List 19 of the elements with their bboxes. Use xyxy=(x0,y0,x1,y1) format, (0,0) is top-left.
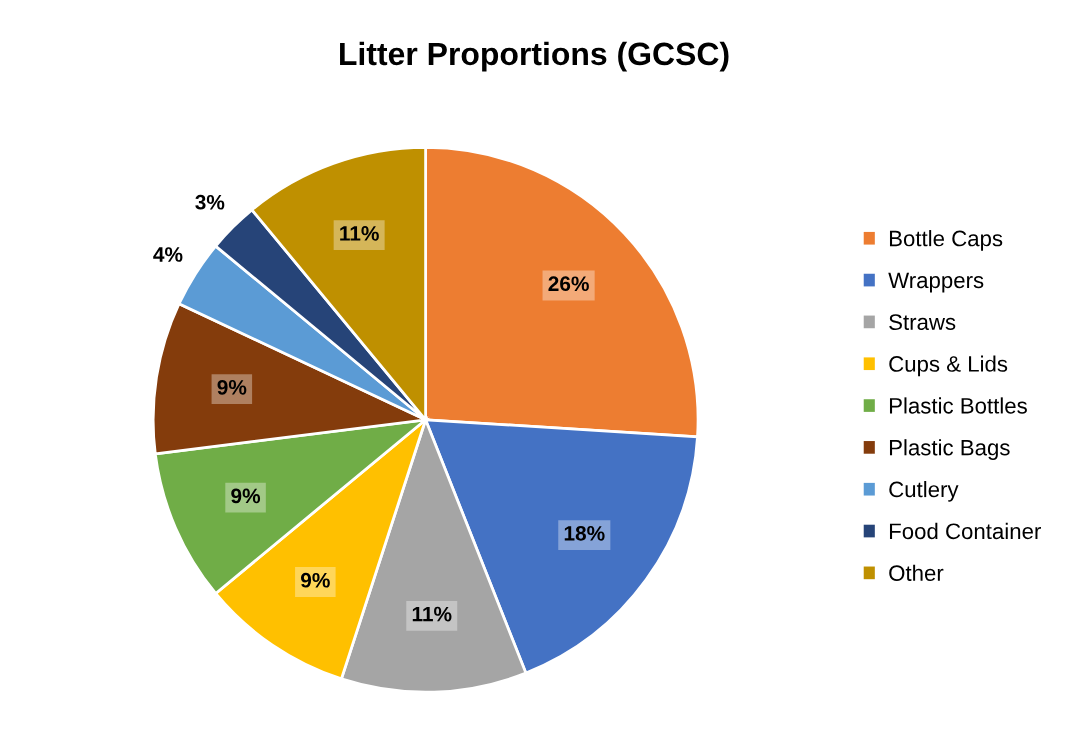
legend-label: Plastic Bottles xyxy=(889,397,1027,414)
legend-label: Plastic Bags xyxy=(889,439,1010,460)
legend-label: Food Container xyxy=(889,522,1041,540)
data-label: 4% xyxy=(153,247,183,262)
legend-label: Cups & Lids xyxy=(889,355,1008,377)
data-label: 9% xyxy=(231,488,261,504)
data-label: 26% xyxy=(548,276,589,292)
legend-label: Other xyxy=(889,564,944,581)
legend-label: Cutlery xyxy=(889,481,959,502)
legend-label: Bottle Caps xyxy=(889,230,1003,251)
chart-title: Litter Proportions (GCSC) xyxy=(340,41,729,72)
legend-label: Wrappers xyxy=(888,272,984,293)
data-label: 3% xyxy=(195,194,225,210)
data-label: 11% xyxy=(412,606,452,622)
data-label: 11% xyxy=(340,226,379,241)
data-label: 18% xyxy=(564,525,605,541)
data-label: 9% xyxy=(301,572,330,588)
legend-label: Straws xyxy=(889,314,956,331)
data-label: 9% xyxy=(217,379,247,395)
